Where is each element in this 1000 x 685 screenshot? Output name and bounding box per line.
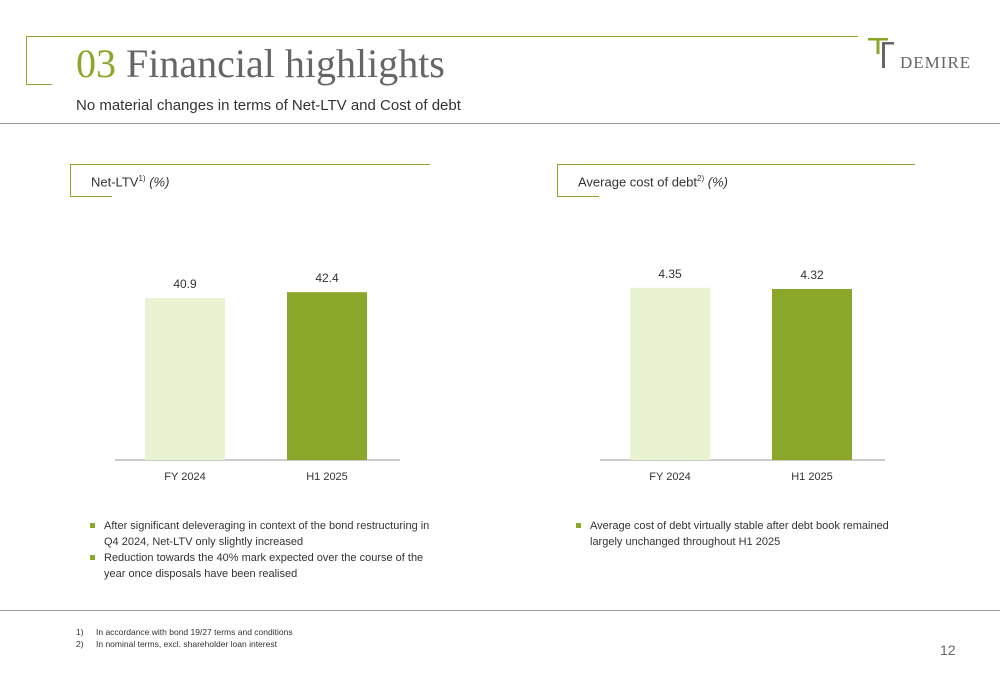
divider-bottom	[0, 610, 1000, 611]
header-frame-bottom	[26, 84, 52, 85]
bar	[630, 287, 710, 460]
bar-value-label: 4.35	[658, 267, 682, 281]
bullet-item: Average cost of debt virtually stable af…	[576, 518, 906, 550]
divider-top	[0, 123, 1000, 124]
bar	[772, 289, 852, 460]
panel-2-label: Average cost of debt	[578, 174, 698, 190]
panel-2-footnote-ref: 2)	[697, 174, 705, 183]
bullet-square-icon	[90, 555, 95, 560]
panel-1-unit: (%)	[149, 174, 170, 190]
bar	[145, 298, 225, 460]
panel-2-bullets: Average cost of debt virtually stable af…	[576, 518, 906, 550]
title-text: Financial highlights	[126, 41, 445, 86]
bullet-item: Reduction towards the 40% mark expected …	[90, 550, 430, 582]
panel-2-header-left	[557, 164, 558, 196]
panel-2-unit: (%)	[707, 174, 728, 190]
panel-1-header-top	[70, 164, 430, 165]
panel-2-header-bottom	[557, 196, 599, 197]
page-title: 03 Financial highlights	[76, 40, 445, 88]
bar	[287, 292, 367, 460]
logo-wordmark: DEMIRE	[900, 53, 972, 72]
demire-logo-icon	[868, 38, 894, 68]
footnote-number: 1)	[76, 627, 84, 637]
footnotes: 1) In accordance with bond 19/27 terms a…	[76, 626, 293, 650]
bullet-text: After significant deleveraging in contex…	[104, 520, 430, 548]
panel-1-header-bottom	[70, 196, 112, 197]
bullet-square-icon	[576, 523, 581, 528]
header-frame-top	[26, 36, 858, 37]
category-label: FY 2024	[164, 471, 205, 483]
bar-value-label: 4.32	[800, 268, 824, 282]
category-label: H1 2025	[306, 471, 348, 483]
category-label: H1 2025	[791, 471, 833, 483]
footnote: 2) In nominal terms, excl. shareholder l…	[76, 638, 293, 650]
cost-of-debt-chart: 4.35 FY 2024 4.32 H1 2025	[600, 267, 885, 483]
panel-1-label: Net-LTV	[91, 174, 139, 190]
panel-1-bullets: After significant deleveraging in contex…	[90, 518, 430, 582]
panel-2-title: Average cost of debt2) (%)	[578, 174, 728, 189]
page-number: 12	[940, 642, 956, 658]
bullet-text: Average cost of debt virtually stable af…	[590, 520, 889, 548]
net-ltv-chart: 40.9 FY 2024 42.4 H1 2025	[115, 271, 400, 483]
panel-1-title: Net-LTV1) (%)	[91, 174, 169, 189]
panel-1-footnote-ref: 1)	[138, 174, 146, 183]
footnote-text: In nominal terms, excl. shareholder loan…	[96, 639, 277, 649]
footnote: 1) In accordance with bond 19/27 terms a…	[76, 626, 293, 638]
footnote-number: 2)	[76, 639, 84, 649]
bullet-text: Reduction towards the 40% mark expected …	[104, 552, 424, 580]
bullet-item: After significant deleveraging in contex…	[90, 518, 430, 550]
bar-value-label: 42.4	[315, 271, 339, 285]
bullet-square-icon	[90, 523, 95, 528]
header-frame-left	[26, 36, 27, 84]
panel-1-header-left	[70, 164, 71, 196]
footnote-text: In accordance with bond 19/27 terms and …	[96, 627, 293, 637]
bar-value-label: 40.9	[173, 277, 197, 291]
page-subtitle: No material changes in terms of Net-LTV …	[76, 97, 461, 114]
panel-2-header-top	[557, 164, 915, 165]
category-label: FY 2024	[649, 471, 690, 483]
section-number: 03	[76, 41, 116, 86]
